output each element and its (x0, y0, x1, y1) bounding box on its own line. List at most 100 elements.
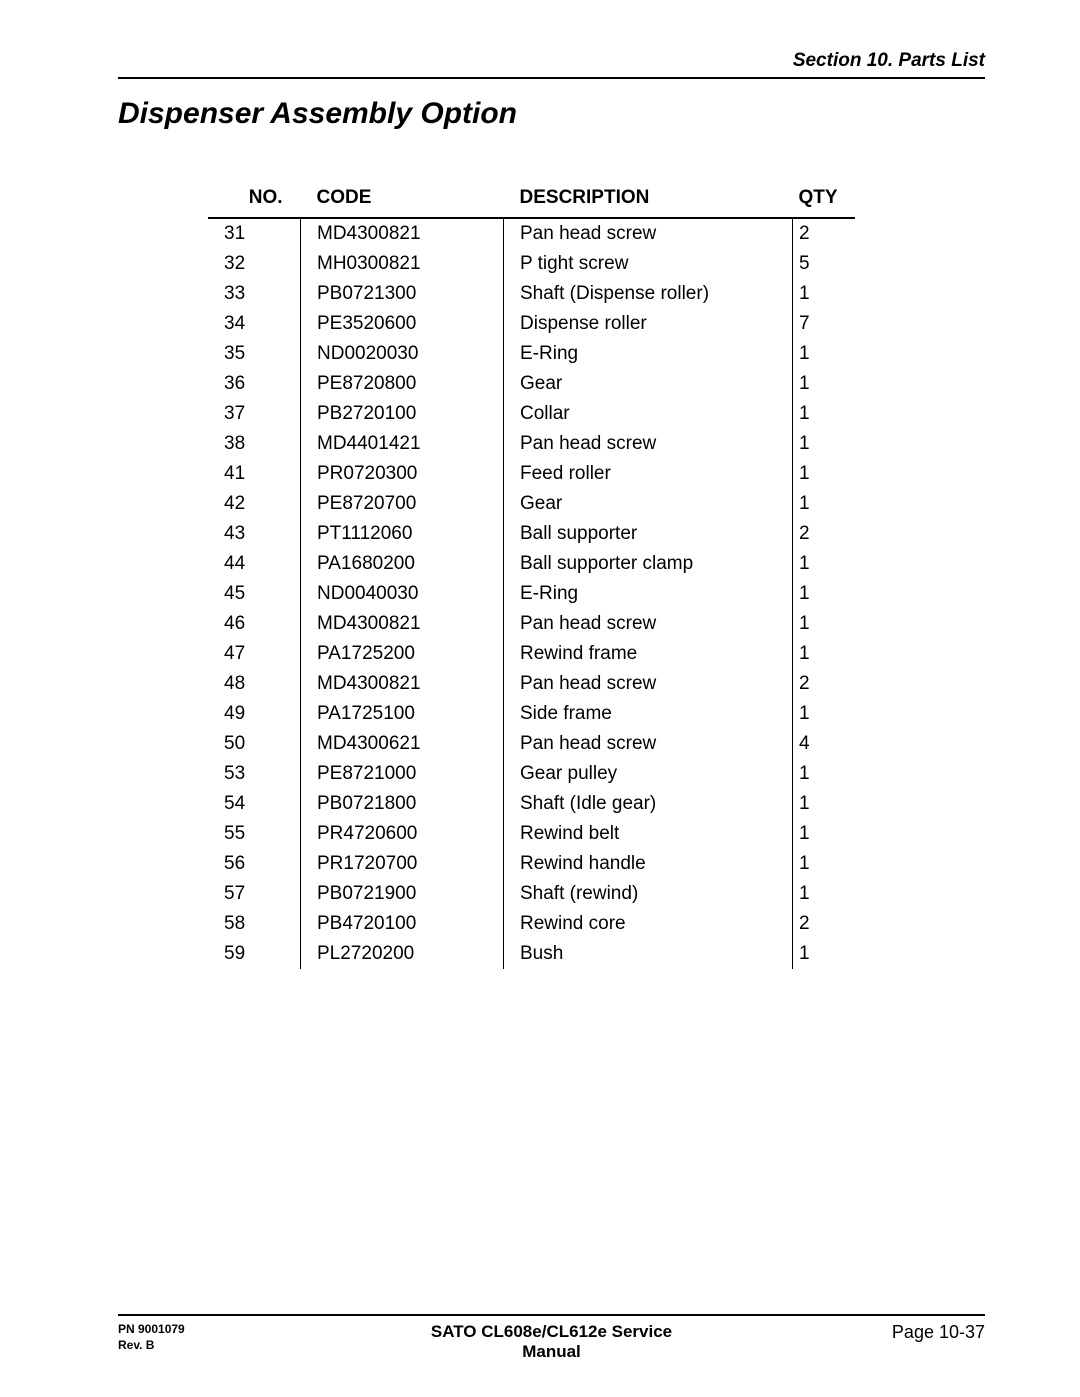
cell-description: Rewind core (504, 909, 793, 939)
table-header-row: NO. CODE DESCRIPTION QTY (208, 181, 855, 218)
cell-code: MD4300821 (301, 218, 504, 249)
cell-code: MD4300821 (301, 609, 504, 639)
cell-code: PA1725200 (301, 639, 504, 669)
cell-description: Pan head screw (504, 669, 793, 699)
header-description: DESCRIPTION (504, 181, 793, 218)
cell-code: PA1680200 (301, 549, 504, 579)
cell-code: PR0720300 (301, 459, 504, 489)
parts-table: NO. CODE DESCRIPTION QTY 31MD4300821Pan … (208, 181, 855, 969)
page-footer: PN 9001079 Rev. B SATO CL608e/CL612e Ser… (118, 1314, 985, 1362)
cell-qty: 1 (793, 879, 856, 909)
cell-no: 35 (208, 339, 301, 369)
cell-no: 46 (208, 609, 301, 639)
cell-code: PB2720100 (301, 399, 504, 429)
footer-pn: PN 9001079 (118, 1322, 407, 1338)
section-header: Section 10. Parts List (118, 50, 985, 79)
cell-qty: 1 (793, 939, 856, 969)
table-row: 41PR0720300Feed roller1 (208, 459, 855, 489)
cell-no: 57 (208, 879, 301, 909)
cell-no: 53 (208, 759, 301, 789)
cell-code: PR4720600 (301, 819, 504, 849)
cell-code: MD4300821 (301, 669, 504, 699)
cell-qty: 1 (793, 459, 856, 489)
table-row: 59PL2720200Bush1 (208, 939, 855, 969)
table-row: 48MD4300821Pan head screw2 (208, 669, 855, 699)
cell-code: MD4401421 (301, 429, 504, 459)
cell-description: Pan head screw (504, 218, 793, 249)
cell-no: 43 (208, 519, 301, 549)
cell-no: 41 (208, 459, 301, 489)
table-row: 35ND0020030E-Ring1 (208, 339, 855, 369)
cell-description: Shaft (rewind) (504, 879, 793, 909)
cell-qty: 1 (793, 699, 856, 729)
cell-description: P tight screw (504, 249, 793, 279)
header-code: CODE (301, 181, 504, 218)
cell-no: 55 (208, 819, 301, 849)
footer-left: PN 9001079 Rev. B (118, 1322, 407, 1353)
table-row: 55PR4720600Rewind belt1 (208, 819, 855, 849)
cell-qty: 1 (793, 279, 856, 309)
cell-no: 48 (208, 669, 301, 699)
cell-qty: 1 (793, 639, 856, 669)
cell-description: Dispense roller (504, 309, 793, 339)
cell-qty: 1 (793, 759, 856, 789)
cell-description: Pan head screw (504, 729, 793, 759)
cell-description: Bush (504, 939, 793, 969)
cell-no: 47 (208, 639, 301, 669)
table-row: 44PA1680200Ball supporter clamp1 (208, 549, 855, 579)
cell-description: Gear (504, 489, 793, 519)
cell-code: PE3520600 (301, 309, 504, 339)
cell-no: 32 (208, 249, 301, 279)
cell-code: PB4720100 (301, 909, 504, 939)
footer-page: Page 10-37 (696, 1322, 985, 1343)
cell-description: Shaft (Idle gear) (504, 789, 793, 819)
cell-description: E-Ring (504, 579, 793, 609)
table-row: 43PT1112060Ball supporter2 (208, 519, 855, 549)
cell-description: Rewind frame (504, 639, 793, 669)
cell-qty: 1 (793, 609, 856, 639)
cell-no: 38 (208, 429, 301, 459)
cell-qty: 2 (793, 519, 856, 549)
cell-no: 59 (208, 939, 301, 969)
cell-code: PR1720700 (301, 849, 504, 879)
cell-no: 42 (208, 489, 301, 519)
cell-no: 49 (208, 699, 301, 729)
cell-code: MH0300821 (301, 249, 504, 279)
cell-description: Shaft (Dispense roller) (504, 279, 793, 309)
table-row: 57PB0721900Shaft (rewind)1 (208, 879, 855, 909)
cell-no: 34 (208, 309, 301, 339)
table-row: 49PA1725100Side frame1 (208, 699, 855, 729)
cell-no: 58 (208, 909, 301, 939)
table-row: 47PA1725200Rewind frame1 (208, 639, 855, 669)
cell-description: Gear pulley (504, 759, 793, 789)
cell-description: Gear (504, 369, 793, 399)
footer-rev: Rev. B (118, 1338, 407, 1354)
cell-qty: 7 (793, 309, 856, 339)
table-row: 38MD4401421Pan head screw1 (208, 429, 855, 459)
cell-qty: 1 (793, 399, 856, 429)
table-row: 32MH0300821P tight screw5 (208, 249, 855, 279)
cell-no: 45 (208, 579, 301, 609)
table-row: 50MD4300621Pan head screw4 (208, 729, 855, 759)
table-row: 37PB2720100Collar1 (208, 399, 855, 429)
cell-code: PT1112060 (301, 519, 504, 549)
header-qty: QTY (793, 181, 856, 218)
cell-code: PE8721000 (301, 759, 504, 789)
cell-qty: 2 (793, 909, 856, 939)
table-row: 58PB4720100Rewind core2 (208, 909, 855, 939)
table-row: 53PE8721000Gear pulley1 (208, 759, 855, 789)
cell-description: E-Ring (504, 339, 793, 369)
cell-no: 50 (208, 729, 301, 759)
cell-no: 54 (208, 789, 301, 819)
cell-description: Collar (504, 399, 793, 429)
cell-description: Feed roller (504, 459, 793, 489)
table-row: 42PE8720700Gear1 (208, 489, 855, 519)
cell-description: Side frame (504, 699, 793, 729)
cell-qty: 5 (793, 249, 856, 279)
cell-qty: 1 (793, 849, 856, 879)
cell-qty: 1 (793, 789, 856, 819)
cell-code: PL2720200 (301, 939, 504, 969)
cell-qty: 1 (793, 489, 856, 519)
cell-code: PB0721800 (301, 789, 504, 819)
cell-description: Rewind handle (504, 849, 793, 879)
